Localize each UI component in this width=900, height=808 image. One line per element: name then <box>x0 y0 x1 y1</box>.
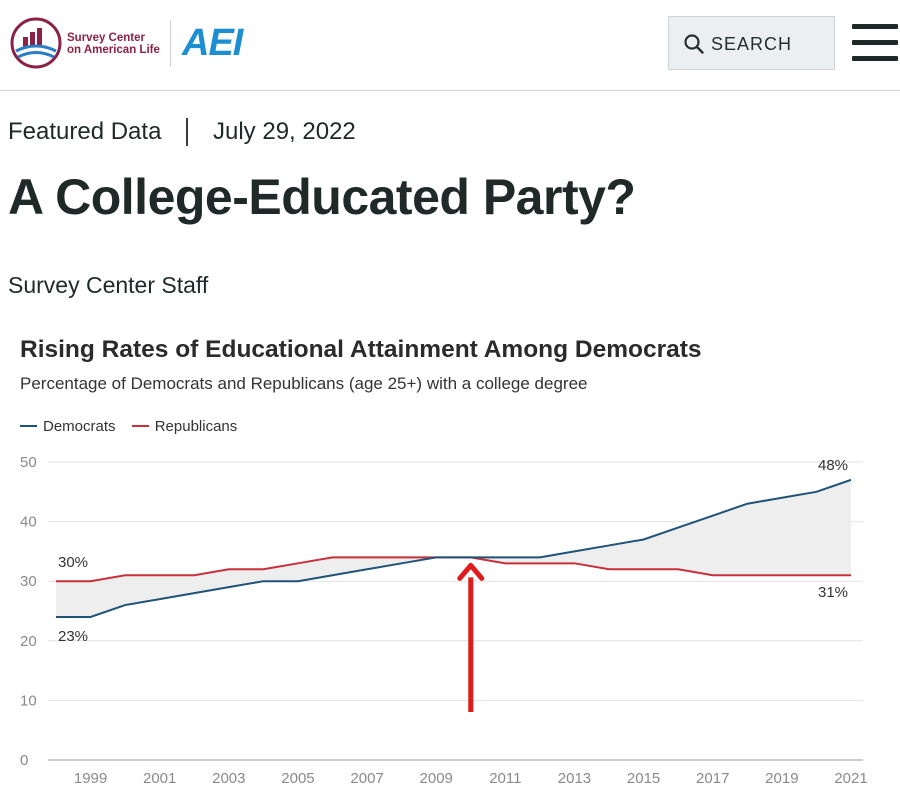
article-author[interactable]: Survey Center Staff <box>8 272 209 298</box>
article-category[interactable]: Featured Data <box>8 118 162 145</box>
logo-divider <box>170 20 171 66</box>
y-tick-label-50: 50 <box>20 454 37 471</box>
x-tick-label-2017: 2017 <box>696 770 729 787</box>
legend-item-democrats: Democrats <box>20 418 116 435</box>
hamburger-menu-icon[interactable] <box>852 24 898 62</box>
aei-logo[interactable]: AEI <box>182 22 243 64</box>
y-tick-label-10: 10 <box>20 692 37 709</box>
series-line-democrats <box>56 478 852 618</box>
x-tick-label-2013: 2013 <box>558 770 591 787</box>
data-label-democrats-1998: 23% <box>58 628 88 645</box>
y-tick-label-30: 30 <box>20 573 37 590</box>
legend-item-republicans: Republicans <box>131 418 238 435</box>
chart-title: Rising Rates of Educational Attainment A… <box>20 336 702 363</box>
gap-area <box>56 479 851 617</box>
chart-legend: Democrats Republicans <box>20 418 249 435</box>
legend-label-democrats: Democrats <box>43 418 116 435</box>
x-tick-label-2011: 2011 <box>489 770 521 787</box>
y-tick-label-20: 20 <box>20 633 37 650</box>
data-label-democrats-2021: 48% <box>818 457 848 474</box>
data-label-republicans-2021: 31% <box>818 584 848 601</box>
arrow-head <box>457 562 485 581</box>
search-button[interactable]: SEARCH <box>668 16 835 70</box>
article-title: A College-Educated Party? <box>8 169 636 225</box>
x-tick-label-2005: 2005 <box>281 770 314 787</box>
search-icon <box>684 34 704 54</box>
survey-center-logo-text[interactable]: Survey Center on American Life <box>67 32 160 56</box>
x-tick-label-2019: 2019 <box>765 770 798 787</box>
x-tick-label-2021: 2021 <box>834 770 867 787</box>
site-header: Survey Center on American Life AEI SEARC… <box>0 0 900 91</box>
legend-swatch-democrats <box>20 425 37 428</box>
y-tick-label-0: 0 <box>20 752 28 769</box>
chart-subtitle: Percentage of Democrats and Republicans … <box>20 374 588 393</box>
legend-label-republicans: Republicans <box>154 418 238 435</box>
x-tick-label-1999: 1999 <box>74 770 107 787</box>
logo-line-2: on American Life <box>67 44 160 56</box>
survey-center-logo[interactable] <box>8 15 168 71</box>
survey-center-logo-icon <box>10 17 62 69</box>
x-tick-label-2001: 2001 <box>143 770 176 787</box>
search-label: SEARCH <box>711 34 793 54</box>
data-label-republicans-1998: 30% <box>58 554 88 571</box>
x-tick-label-2009: 2009 <box>420 770 453 787</box>
x-tick-label-2015: 2015 <box>627 770 660 787</box>
article-date: July 29, 2022 <box>213 118 356 145</box>
meta-separator <box>186 118 188 146</box>
logo-line-1: Survey Center <box>67 32 145 44</box>
y-tick-label-40: 40 <box>20 514 37 531</box>
x-tick-label-2003: 2003 <box>212 770 245 787</box>
x-tick-label-2007: 2007 <box>350 770 383 787</box>
legend-swatch-republicans <box>131 425 149 428</box>
line-chart: 0 10 20 30 40 50 1999 2001 2003 2005 2007 2009 2011 2… <box>20 454 868 787</box>
